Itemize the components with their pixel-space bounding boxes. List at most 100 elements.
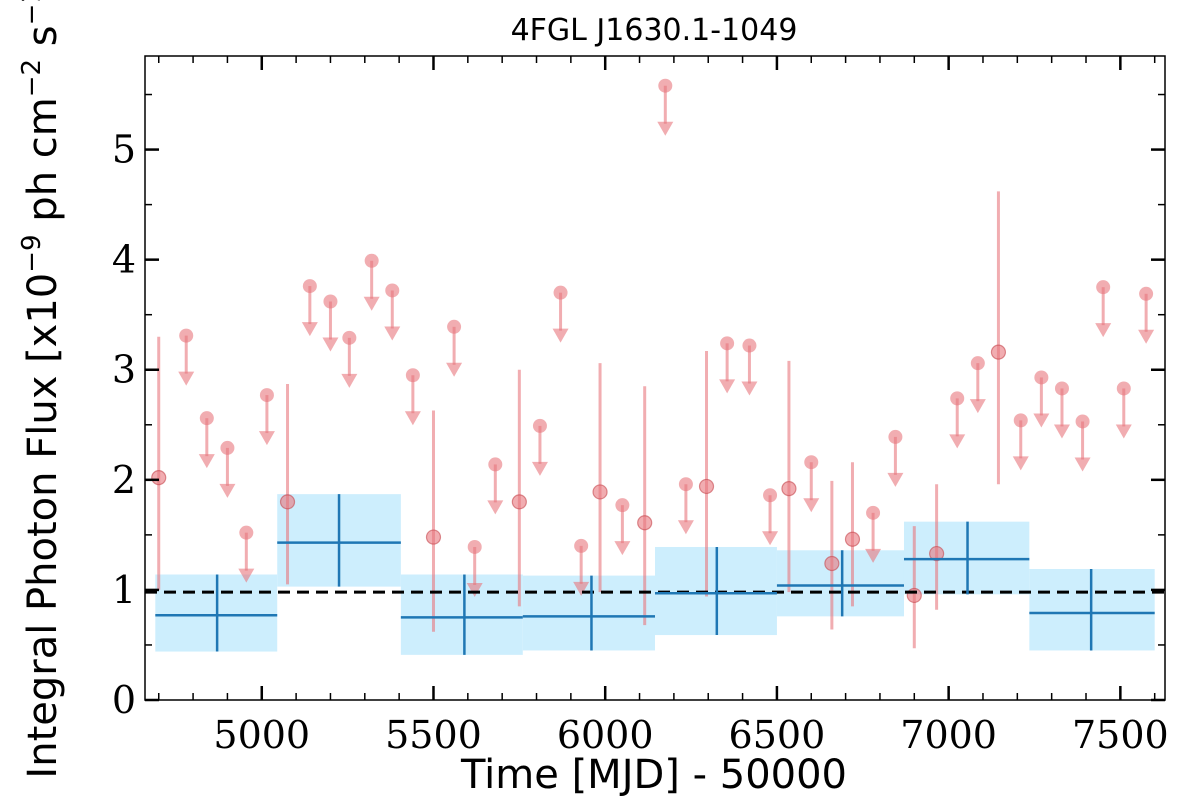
upper-limit-point-2 [220,440,235,455]
upper-limit-point-6 [323,294,338,309]
x-tick-label-3: 6500 [729,713,826,757]
upper-limit-arrow-6 [322,337,339,352]
long-bin-band-5 [776,550,904,617]
detection-point-4 [592,484,608,500]
plot-area: 5000 5500 6000 6500 7000 7500 0 1 2 3 4 5 [112,55,1169,757]
detection-point-11 [929,545,945,562]
upper-limit-arrow-10 [404,411,421,426]
upper-limit-point-28 [1013,413,1028,428]
upper-limit-point-30 [1054,381,1069,396]
upper-limit-arrow-20 [719,379,736,394]
y-axis-title-middle: ph cm [20,97,66,234]
upper-limit-point-0 [179,328,194,343]
upper-limit-point-31 [1075,414,1090,429]
detection-point-7 [781,481,797,497]
y-axis-title-exponent-3: −1 [17,0,47,25]
upper-limit-arrow-31 [1074,457,1091,472]
detection-point-8 [824,555,840,572]
y-axis-title-prefix: Integral Photon Flux [x10 [20,273,66,779]
upper-limit-arrow-0 [178,371,195,386]
upper-limit-point-1 [199,411,214,426]
upper-limit-point-19 [678,477,693,492]
x-tick-label-5: 7500 [1072,713,1169,757]
upper-limit-arrow-16 [573,581,590,596]
upper-limit-point-17 [615,498,630,513]
y-axis-title-suffix: s [20,25,66,59]
upper-limit-point-34 [1139,286,1154,301]
upper-limit-arrow-14 [531,461,548,476]
upper-limit-arrow-9 [384,326,401,341]
upper-limit-point-15 [553,285,568,300]
upper-limit-point-4 [259,388,274,403]
long-bin-band-2 [400,574,523,655]
upper-limit-point-26 [950,391,965,406]
upper-limit-arrow-21 [741,381,758,396]
upper-limit-point-14 [532,418,547,433]
detection-point-10 [906,587,922,604]
detection-point-1 [279,494,296,510]
chart-title: 4FGL J1630.1-1049 [511,13,798,48]
y-tick-label-0: 0 [112,678,136,722]
plot-frame [144,55,1166,701]
upper-limit-point-22 [763,488,778,503]
long-bin-band-3 [522,575,655,651]
upper-limit-arrow-26 [949,434,966,449]
upper-limit-point-12 [467,539,482,554]
x-axis-title: Time [MJD] - 50000 [460,752,847,798]
upper-limit-point-23 [804,455,819,470]
upper-limit-point-7 [342,330,357,345]
detection-point-12 [990,344,1007,360]
upper-limit-point-32 [1096,280,1111,295]
detection-point-3 [511,494,527,510]
upper-limit-arrow-12 [466,582,483,597]
upper-limit-point-5 [302,279,317,294]
upper-limit-point-9 [385,283,400,298]
upper-limit-arrow-33 [1115,424,1132,439]
y-tick-label-4: 4 [112,238,136,282]
upper-limit-arrow-34 [1138,329,1155,344]
upper-limit-arrow-23 [803,498,820,513]
upper-limit-arrow-30 [1053,424,1070,439]
upper-limit-point-18 [658,78,673,93]
y-tick-label-3: 3 [112,348,136,392]
upper-limit-point-33 [1116,381,1131,396]
upper-limit-point-8 [364,253,379,268]
upper-limit-point-10 [405,368,420,383]
upper-limit-arrow-27 [969,399,986,414]
upper-limit-arrow-8 [363,296,380,311]
upper-limit-point-21 [742,338,757,353]
upper-limit-point-11 [447,319,462,334]
upper-limit-arrow-19 [677,520,694,535]
detection-point-6 [698,478,715,495]
upper-limit-arrow-7 [341,373,358,388]
upper-limit-arrow-13 [487,500,504,515]
y-axis-title: Integral Photon Flux [x10−9 ph cm−2 s−1] [17,0,66,779]
y-tick-label-2: 2 [112,458,136,502]
upper-limit-point-24 [866,505,881,520]
y-axis-title-exponent-2: −2 [17,59,47,97]
y-axis-title-exponent-1: −9 [17,234,47,272]
detection-point-0 [151,470,167,486]
upper-limit-point-16 [574,538,589,553]
upper-limit-point-20 [720,336,735,351]
y-tick-label-1: 1 [112,568,136,612]
upper-limit-arrow-11 [446,362,463,377]
upper-limit-point-3 [239,525,254,540]
upper-limit-arrow-17 [614,541,631,556]
upper-limit-arrow-29 [1033,413,1050,428]
x-tick-label-1: 5500 [385,713,482,757]
upper-limit-arrow-28 [1012,456,1029,471]
upper-limit-point-29 [1034,370,1049,385]
upper-limit-arrow-3 [238,568,255,583]
upper-limit-arrow-22 [762,531,779,546]
upper-limit-arrow-4 [258,431,275,446]
detection-point-5 [637,515,653,531]
upper-limit-arrow-1 [198,454,215,469]
upper-limit-arrow-32 [1095,323,1112,338]
upper-limit-point-13 [488,457,503,472]
x-tick-label-2: 6000 [557,713,654,757]
detection-point-9 [844,531,861,547]
upper-limit-arrow-18 [657,121,674,136]
